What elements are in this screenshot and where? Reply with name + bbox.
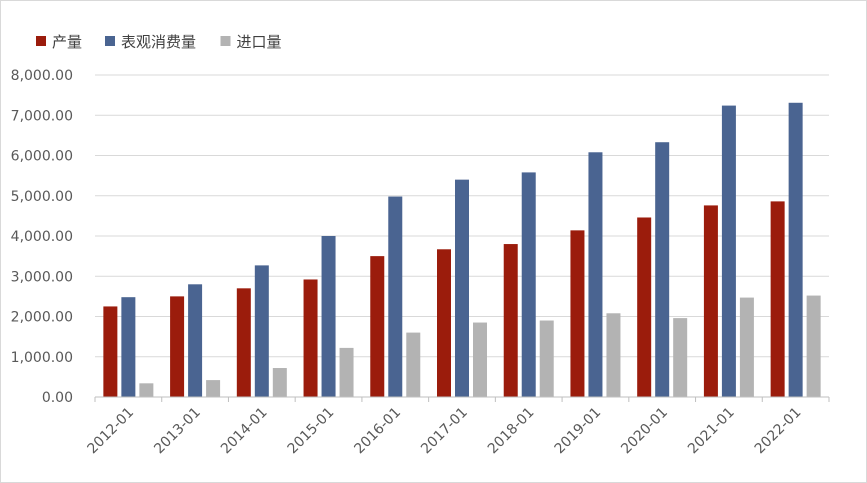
y-tick-label: 1,000.00 bbox=[11, 350, 73, 366]
bar-3-2021-01 bbox=[739, 297, 754, 397]
bar-1-2016-01 bbox=[370, 256, 385, 397]
bar-2-2015-01 bbox=[321, 236, 336, 397]
x-tick-label: 2014-01 bbox=[218, 405, 271, 458]
y-tick-label: 7,000.00 bbox=[11, 108, 73, 124]
x-tick-label: 2016-01 bbox=[351, 405, 404, 458]
y-tick-label: 6,000.00 bbox=[11, 149, 73, 165]
x-axis: 2012-01 2013-01 2014-01 2015-01 2016-01 2017-… bbox=[85, 396, 830, 458]
bar-1-2017-01 bbox=[437, 249, 451, 397]
bar-3-2019-01 bbox=[606, 313, 621, 397]
bar-2-2012-01 bbox=[121, 297, 136, 397]
x-tick-label: 2019-01 bbox=[552, 405, 605, 458]
bar-3-2016-01 bbox=[406, 332, 421, 397]
legend-label: 表观消费量 bbox=[121, 33, 196, 51]
y-tick-label: 3,000.00 bbox=[11, 269, 73, 285]
bar-2-2020-01 bbox=[655, 142, 670, 397]
legend-swatch bbox=[36, 36, 46, 46]
bar-1-2013-01 bbox=[170, 296, 185, 397]
x-tick-label: 2021-01 bbox=[685, 405, 738, 458]
bar-3-2014-01 bbox=[272, 368, 287, 397]
bar-3-2013-01 bbox=[206, 380, 221, 397]
bar-1-2014-01 bbox=[236, 288, 251, 397]
bar-2-2021-01 bbox=[721, 105, 736, 397]
bar-3-2018-01 bbox=[539, 320, 554, 397]
x-tick-label: 2017-01 bbox=[418, 405, 471, 458]
bar-3-2020-01 bbox=[673, 318, 688, 397]
bar-2-2016-01 bbox=[388, 196, 403, 397]
bar-3-2017-01 bbox=[473, 322, 487, 397]
bar-3-2015-01 bbox=[339, 347, 354, 397]
bar-2-2013-01 bbox=[188, 284, 203, 397]
x-tick-label: 2013-01 bbox=[151, 405, 204, 458]
y-tick-label: 5,000.00 bbox=[11, 189, 73, 205]
x-tick-label: 2015-01 bbox=[285, 405, 338, 458]
bar-1-2022-01 bbox=[770, 201, 785, 397]
x-tick-label: 2020-01 bbox=[618, 405, 671, 458]
y-tick-label: 8,000.00 bbox=[11, 68, 73, 84]
y-tick-label: 2,000.00 bbox=[11, 310, 73, 326]
bar-2-2022-01 bbox=[788, 102, 803, 398]
legend: 产量 表观消费量 进口量 bbox=[36, 33, 282, 51]
legend-swatch bbox=[105, 36, 115, 46]
bar-1-2012-01 bbox=[103, 306, 118, 397]
y-tick-label: 0.00 bbox=[42, 390, 73, 406]
legend-swatch bbox=[220, 36, 231, 46]
legend-label: 产量 bbox=[52, 33, 82, 51]
bar-1-2018-01 bbox=[503, 244, 518, 397]
bars bbox=[103, 102, 821, 398]
bar-2-2018-01 bbox=[521, 172, 536, 397]
bar-1-2015-01 bbox=[303, 279, 318, 397]
legend-label: 进口量 bbox=[237, 33, 282, 51]
bar-1-2020-01 bbox=[637, 217, 652, 397]
bar-3-2012-01 bbox=[139, 383, 154, 397]
bar-3-2022-01 bbox=[806, 295, 821, 397]
y-axis: 0.00 1,000.00 2,000.00 3,000.00 4,000.00 5,00… bbox=[11, 68, 73, 406]
bar-1-2019-01 bbox=[570, 230, 585, 397]
bar-2-2017-01 bbox=[455, 179, 469, 397]
bar-2-2014-01 bbox=[254, 265, 269, 397]
x-tick-label: 2018-01 bbox=[485, 405, 538, 458]
bar-2-2019-01 bbox=[588, 152, 603, 397]
bar-1-2021-01 bbox=[703, 205, 718, 397]
x-tick-label: 2022-01 bbox=[752, 405, 805, 458]
x-tick-label: 2012-01 bbox=[85, 405, 138, 458]
y-tick-label: 4,000.00 bbox=[11, 229, 73, 245]
